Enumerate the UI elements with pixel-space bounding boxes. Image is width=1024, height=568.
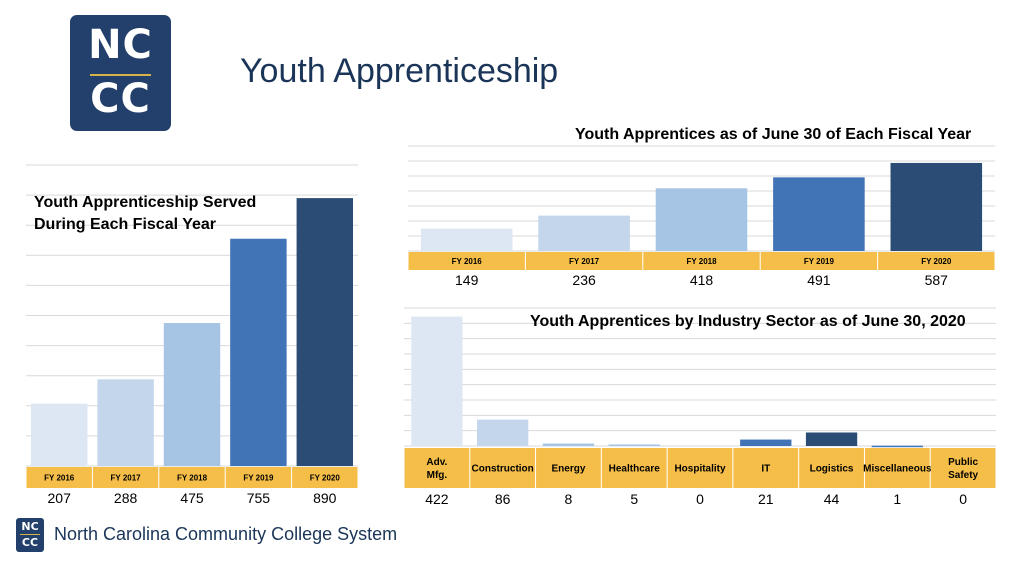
- chart1-bar-fy-2019: [230, 238, 287, 466]
- chart3-category-cell: [536, 448, 601, 488]
- footer-logo: NC CC: [16, 518, 44, 552]
- chart2-value-label: 236: [572, 272, 596, 288]
- chart1-category-cell: [26, 467, 92, 488]
- chart2-category-label: FY 2020: [921, 257, 952, 266]
- chart3-category-cell: [864, 448, 930, 488]
- chart2-category-label: FY 2017: [569, 257, 600, 266]
- chart3-category-cell: [667, 448, 733, 488]
- chart2-value-label: 491: [807, 272, 831, 288]
- chart2-bar-fy-2019: [773, 177, 865, 251]
- chart1-bar-fy-2016: [30, 403, 88, 466]
- chart2-category-label: FY 2016: [452, 257, 483, 266]
- chart3-bar-it: [740, 439, 792, 446]
- chart3-bar-energy: [542, 443, 595, 446]
- logo-text-top: NC: [88, 22, 153, 68]
- chart1-category-cell: [292, 467, 358, 488]
- footer-text: North Carolina Community College System: [54, 524, 398, 544]
- chart3-title: Youth Apprentices by Industry Sector as …: [530, 313, 966, 330]
- chart3-category-cell: [930, 448, 996, 488]
- chart2-category-cell: [760, 252, 878, 270]
- chart1-value-label: 475: [180, 490, 204, 506]
- chart3-category-cell: [601, 448, 667, 488]
- chart2-bar-fy-2020: [890, 162, 983, 251]
- chart3-category-cell: [470, 448, 536, 488]
- chart3-category-label: Miscellaneous: [863, 464, 932, 475]
- chart2-category-label: FY 2018: [686, 257, 717, 266]
- chart2-category-cell: [525, 252, 643, 270]
- chart1-title-line1: Youth Apprenticeship Served: [34, 194, 257, 211]
- chart3-value-label: 5: [630, 491, 638, 507]
- chart2-value-label: 418: [690, 272, 714, 288]
- chart1-value-label: 755: [247, 490, 271, 506]
- chart1-category-cell: [92, 467, 159, 488]
- chart1-value-label: 207: [48, 490, 72, 506]
- chart3-category-label: Construction: [472, 464, 534, 475]
- logo-divider: [90, 74, 151, 76]
- chart3-value-label: 44: [824, 491, 840, 507]
- chart3-bar-logistics: [805, 432, 858, 446]
- chart3-category-cell: [404, 448, 470, 488]
- chart3-category-label: Energy: [551, 464, 585, 475]
- page-title: Youth Apprenticeship: [240, 52, 559, 90]
- chart3-category-label: Public: [948, 457, 978, 468]
- chart3-bar-healthcare: [608, 444, 660, 446]
- chart3-bar-miscellaneous: [871, 445, 923, 448]
- chart3-bar-construction: [477, 419, 529, 446]
- chart1-category-cell: [225, 467, 292, 488]
- chart1-bar-fy-2017: [97, 379, 154, 466]
- chart1-title-line2: During Each Fiscal Year: [34, 216, 217, 233]
- chart1-bar-fy-2018: [163, 323, 221, 466]
- footer-logo-bottom: CC: [21, 536, 39, 549]
- chart3-value-label: 86: [495, 491, 511, 507]
- nccc-logo: NC CC: [70, 15, 171, 131]
- chart2-category-cell: [878, 252, 995, 270]
- chart1-category-label: FY 2019: [243, 473, 274, 482]
- chart2-title: Youth Apprentices as of June 30 of Each …: [575, 126, 972, 143]
- chart3-category-label: Hospitality: [674, 464, 726, 475]
- logo-text-bottom: CC: [90, 76, 151, 122]
- chart2-category-label: FY 2019: [804, 257, 835, 266]
- footer-logo-top: NC: [21, 520, 39, 533]
- chart3-category-label: IT: [761, 464, 770, 475]
- chart3-category-cell: [799, 448, 864, 488]
- chart1-bar-fy-2020: [296, 198, 354, 467]
- chart3-category-label: Healthcare: [609, 464, 661, 475]
- chart3-bar-adv-mfg-: [411, 316, 463, 446]
- chart1-category-label: FY 2016: [44, 473, 75, 482]
- chart1-title: Youth Apprenticeship Served During Each …: [34, 192, 256, 236]
- chart1-category-label: FY 2020: [310, 473, 341, 482]
- chart3-category-label: Mfg.: [427, 470, 448, 481]
- chart3-category-cell: [733, 448, 799, 488]
- chart3-category-label: Adv.: [426, 457, 447, 468]
- chart1-value-label: 890: [313, 490, 337, 506]
- chart2-category-cell: [408, 252, 525, 270]
- chart1-category-label: FY 2018: [177, 473, 208, 482]
- chart3-value-label: 0: [696, 491, 704, 507]
- chart2-category-cell: [643, 252, 760, 270]
- chart1-value-label: 288: [114, 490, 138, 506]
- chart3-value-label: 422: [425, 491, 449, 507]
- chart2-bar-fy-2016: [420, 228, 513, 251]
- footer-logo-divider: [20, 534, 40, 535]
- chart2-bar-fy-2017: [538, 215, 630, 251]
- chart2-bar-fy-2018: [655, 188, 748, 251]
- chart3-value-label: 21: [758, 491, 774, 507]
- chart2-value-label: 587: [925, 272, 949, 288]
- chart2-value-label: 149: [455, 272, 479, 288]
- chart3-category-label: Logistics: [810, 464, 854, 475]
- chart3-value-label: 0: [959, 491, 967, 507]
- chart3-value-label: 1: [893, 491, 901, 507]
- chart3-value-label: 8: [565, 491, 573, 507]
- chart1-category-cell: [159, 467, 225, 488]
- chart3-category-label: Safety: [948, 470, 978, 481]
- chart1-category-label: FY 2017: [111, 473, 142, 482]
